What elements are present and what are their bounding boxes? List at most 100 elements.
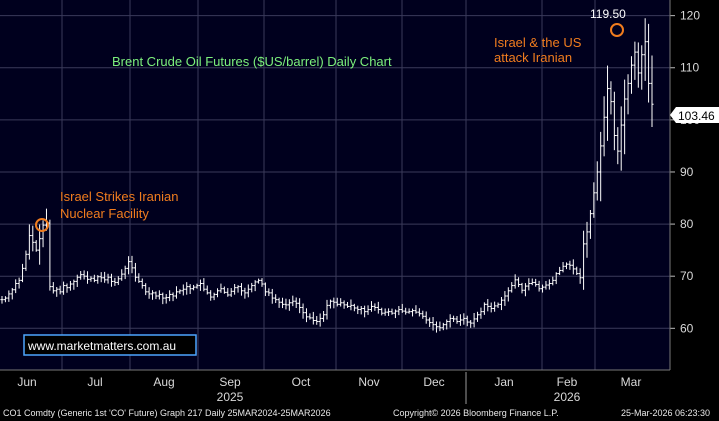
x-tick-label: Nov (358, 375, 379, 389)
annotation-marker-us-attack (610, 23, 624, 37)
price-bar (96, 275, 100, 284)
price-bar (640, 45, 644, 90)
price-bar (109, 273, 114, 287)
last-price-tag: 103.46 (670, 107, 719, 123)
price-bar (390, 308, 394, 315)
price-bar (116, 276, 120, 285)
price-bar (359, 306, 363, 315)
price-bar (161, 292, 165, 305)
price-bar (486, 299, 490, 312)
price-bar (626, 74, 630, 115)
annotation-us-attack-line2: attack Iranian (494, 50, 572, 65)
price-bar (253, 280, 257, 292)
x-tick-label: Aug (153, 375, 174, 389)
last-price-value: 103.46 (678, 109, 715, 123)
price-bar (404, 307, 408, 315)
price-bar (263, 282, 268, 297)
price-bar (609, 81, 613, 115)
price-bar (561, 261, 565, 273)
price-bar (383, 308, 387, 316)
peak-value-label: 119.50 (590, 7, 626, 21)
price-bar (287, 299, 291, 311)
price-bar (633, 41, 637, 80)
x-tick-label: Feb (557, 375, 578, 389)
price-bar (14, 279, 18, 294)
price-bar (540, 284, 545, 293)
price-bar (534, 278, 538, 287)
price-bar (646, 23, 651, 103)
y-tick-label: 120 (680, 9, 700, 23)
price-bar (448, 314, 452, 328)
right-axis-area (670, 0, 719, 370)
price-bar (99, 272, 103, 283)
price-bar (325, 299, 329, 320)
price-bar (229, 288, 233, 297)
price-bar (369, 301, 374, 312)
y-tick-label: 90 (680, 165, 694, 179)
price-bar (339, 298, 343, 307)
price-bar (133, 262, 138, 282)
annotation-us-attack-line1: Israel & the US (494, 35, 582, 50)
price-bar (352, 303, 356, 312)
price-bar (496, 302, 500, 308)
price-bar (376, 301, 380, 314)
footer-left: CO1 Comdty (Generic 1st 'CO' Future) Gra… (3, 408, 331, 418)
price-bar (503, 291, 507, 306)
price-bar (554, 272, 558, 285)
price-bar (106, 273, 110, 284)
price-bar (17, 277, 21, 289)
price-bar (489, 302, 493, 313)
price-bar (301, 303, 305, 319)
y-tick-label: 80 (680, 217, 694, 231)
price-bar (250, 282, 254, 293)
price-bar (523, 283, 528, 297)
price-bar (34, 240, 38, 252)
price-bar (222, 286, 226, 294)
price-bar (612, 91, 616, 151)
annotation-israel-strikes-line1: Israel Strikes Iranian (60, 189, 179, 204)
plot-area (0, 0, 670, 370)
footer-center: Copyright© 2026 Bloomberg Finance L.P. (393, 408, 559, 418)
price-bar (475, 311, 480, 322)
y-tick-label: 70 (680, 269, 694, 283)
watermark-box (23, 334, 197, 356)
price-bar (123, 265, 127, 280)
price-bar (298, 298, 302, 314)
price-bar (363, 305, 367, 318)
price-bar (516, 277, 521, 288)
price-bar (581, 230, 586, 290)
price-bar (366, 305, 370, 315)
price-bar (328, 299, 333, 309)
price-bar (465, 315, 469, 327)
price-bar (291, 295, 295, 307)
price-bar (126, 256, 131, 275)
price-bar (345, 301, 350, 308)
price-bar (424, 311, 428, 324)
price-bar (68, 280, 73, 291)
price-bar (120, 269, 124, 281)
price-bar (373, 303, 377, 311)
price-bar (209, 290, 213, 301)
price-bar (472, 313, 476, 328)
price-bar (277, 297, 281, 308)
price-bar (103, 271, 107, 283)
price-bar (171, 292, 175, 302)
price-bar (41, 220, 45, 248)
price-bar (335, 297, 339, 307)
price-bar (537, 280, 541, 292)
price-bar (619, 106, 623, 171)
price-bar (304, 308, 309, 323)
price-bar (434, 321, 439, 333)
price-bar (414, 305, 418, 314)
price-bar (243, 287, 247, 299)
price-bar (168, 290, 172, 302)
price-bar (311, 311, 315, 325)
price-bar (380, 307, 384, 316)
price-bar (451, 315, 456, 322)
price-bar (513, 274, 517, 289)
price-bar (79, 271, 83, 280)
price-bar (599, 131, 603, 202)
price-bar (349, 299, 353, 311)
price-bar (236, 285, 240, 293)
price-bar (0, 295, 4, 304)
